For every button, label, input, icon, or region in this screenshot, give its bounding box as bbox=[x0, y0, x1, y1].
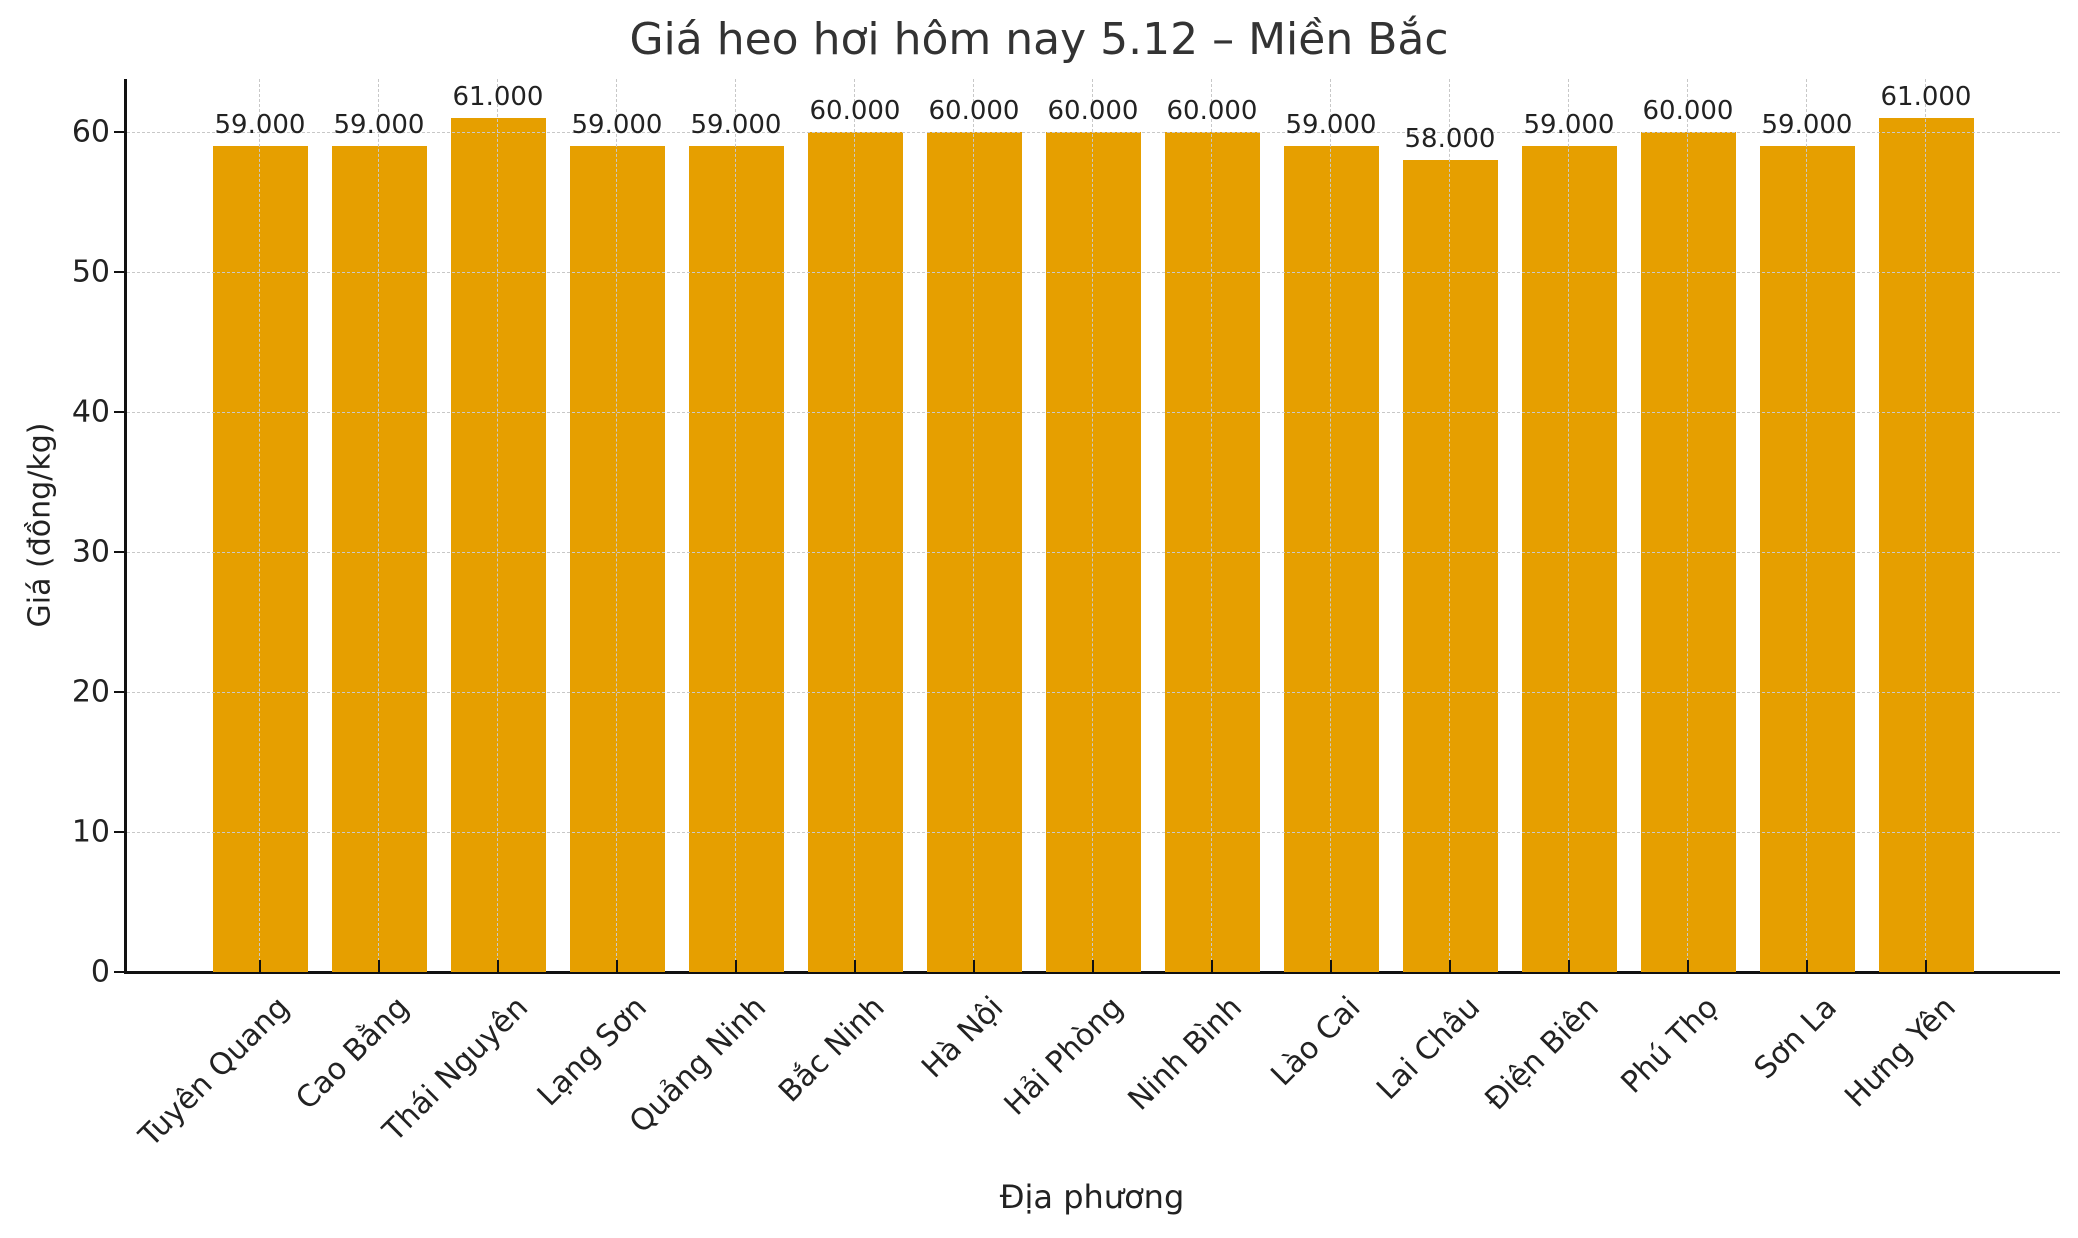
x-tick bbox=[1806, 960, 1808, 972]
grid-line-vertical bbox=[259, 79, 260, 971]
bar bbox=[569, 146, 665, 972]
bar-value-label: 60.000 bbox=[928, 96, 1020, 126]
x-tick-label: Hà Nội bbox=[915, 990, 1011, 1086]
bar bbox=[1521, 146, 1617, 972]
x-tick bbox=[1449, 960, 1451, 972]
bar bbox=[212, 146, 308, 972]
bar-value-label: 59.000 bbox=[333, 110, 425, 140]
grid-line-vertical bbox=[1211, 79, 1212, 971]
grid-line-vertical bbox=[973, 79, 974, 971]
x-tick bbox=[378, 960, 380, 972]
y-tick-label: 20 bbox=[71, 674, 110, 710]
grid-line-vertical bbox=[1806, 79, 1807, 971]
bar-value-label: 60.000 bbox=[809, 96, 901, 126]
grid-line-vertical bbox=[1449, 79, 1450, 971]
x-tick bbox=[1925, 960, 1927, 972]
grid-line-vertical bbox=[1568, 79, 1569, 971]
y-tick-label: 40 bbox=[71, 394, 110, 430]
x-tick-label: Hưng Yên bbox=[1838, 990, 1963, 1115]
x-tick bbox=[616, 960, 618, 972]
x-tick-label: Tuyên Quang bbox=[132, 990, 297, 1154]
x-tick-label: Phú Thọ bbox=[1614, 990, 1725, 1101]
bar bbox=[1759, 146, 1855, 972]
bar-value-label: 59.000 bbox=[690, 110, 782, 140]
x-tick bbox=[1568, 960, 1570, 972]
x-tick-label: Điện Biên bbox=[1478, 990, 1606, 1118]
bar-value-label: 61.000 bbox=[452, 82, 544, 112]
x-axis-label: Địa phương bbox=[999, 1178, 1185, 1216]
x-tick bbox=[973, 960, 975, 972]
y-tick bbox=[114, 971, 124, 973]
x-tick bbox=[735, 960, 737, 972]
y-tick-label: 60 bbox=[71, 114, 110, 150]
x-axis-line bbox=[124, 971, 2060, 974]
bar bbox=[1283, 146, 1379, 972]
y-axis-label: Giá (đồng/kg) bbox=[22, 422, 58, 628]
y-tick bbox=[114, 271, 124, 273]
x-tick bbox=[1092, 960, 1094, 972]
bar-value-label: 59.000 bbox=[1761, 110, 1853, 140]
grid-line-horizontal bbox=[127, 552, 2060, 553]
bar bbox=[1402, 160, 1498, 972]
grid-line-vertical bbox=[616, 79, 617, 971]
y-axis-line bbox=[124, 79, 127, 974]
bar-value-label: 60.000 bbox=[1047, 96, 1139, 126]
bar-value-label: 59.000 bbox=[571, 110, 663, 140]
bar bbox=[1878, 118, 1974, 972]
bar bbox=[331, 146, 427, 972]
grid-line-vertical bbox=[854, 79, 855, 971]
y-tick-label: 30 bbox=[71, 534, 110, 570]
x-tick-label: Sơn La bbox=[1747, 990, 1844, 1087]
y-tick bbox=[114, 691, 124, 693]
bar-value-label: 58.000 bbox=[1404, 124, 1496, 154]
y-tick-label: 10 bbox=[71, 814, 110, 850]
bar-value-label: 60.000 bbox=[1642, 96, 1734, 126]
grid-line-vertical bbox=[1330, 79, 1331, 971]
y-tick bbox=[114, 131, 124, 133]
y-tick bbox=[114, 551, 124, 553]
grid-line-vertical bbox=[497, 79, 498, 971]
x-tick bbox=[259, 960, 261, 972]
bar-value-label: 59.000 bbox=[1523, 110, 1615, 140]
y-tick bbox=[114, 411, 124, 413]
x-tick bbox=[1211, 960, 1213, 972]
grid-line-vertical bbox=[1925, 79, 1926, 971]
x-tick-label: Bắc Ninh bbox=[772, 990, 892, 1110]
x-tick bbox=[497, 960, 499, 972]
x-tick bbox=[1330, 960, 1332, 972]
bar bbox=[688, 146, 784, 972]
x-tick-label: Lai Châu bbox=[1369, 990, 1487, 1107]
bar-value-label: 60.000 bbox=[1166, 96, 1258, 126]
y-tick-label: 50 bbox=[71, 254, 110, 290]
grid-line-horizontal bbox=[127, 832, 2060, 833]
bar-value-label: 61.000 bbox=[1880, 82, 1972, 112]
chart-title: Giá heo hơi hôm nay 5.12 – Miền Bắc bbox=[629, 14, 1449, 65]
x-tick bbox=[854, 960, 856, 972]
grid-line-horizontal bbox=[127, 412, 2060, 413]
grid-line-horizontal bbox=[127, 272, 2060, 273]
y-tick-label: 0 bbox=[90, 954, 110, 990]
grid-line-vertical bbox=[1687, 79, 1688, 971]
bar bbox=[450, 118, 546, 972]
x-tick-label: Lạng Sơn bbox=[530, 990, 654, 1114]
grid-line-horizontal bbox=[127, 692, 2060, 693]
x-tick-label: Cao Bằng bbox=[288, 990, 416, 1117]
grid-line-vertical bbox=[735, 79, 736, 971]
bar-value-label: 59.000 bbox=[214, 110, 306, 140]
x-tick-label: Hải Phòng bbox=[997, 990, 1130, 1123]
y-tick bbox=[114, 831, 124, 833]
bar-value-label: 59.000 bbox=[1285, 110, 1377, 140]
x-tick-label: Lào Cai bbox=[1264, 990, 1368, 1093]
grid-line-vertical bbox=[378, 79, 379, 971]
x-tick bbox=[1687, 960, 1689, 972]
grid-line-horizontal bbox=[127, 132, 2060, 133]
grid-line-vertical bbox=[1092, 79, 1093, 971]
x-tick-label: Ninh Bình bbox=[1121, 990, 1249, 1118]
